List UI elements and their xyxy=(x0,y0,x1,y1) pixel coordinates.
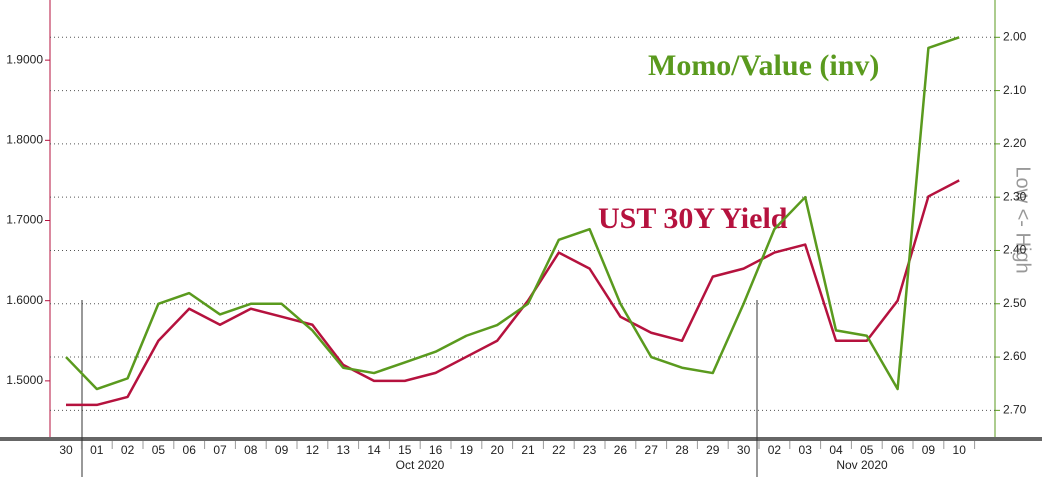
y2-tick-label: 2.70 xyxy=(1003,403,1027,417)
y2-tick-label: 2.40 xyxy=(1003,243,1027,257)
series-line xyxy=(66,179,960,407)
x-tick-label: 07 xyxy=(213,443,227,457)
y2-tick-label: 2.30 xyxy=(1003,189,1027,203)
x-tick-label: 15 xyxy=(398,443,412,457)
x-tick-label: 26 xyxy=(614,443,628,457)
x-tick-label: 10 xyxy=(953,443,967,457)
x-tick-label: 19 xyxy=(460,443,474,457)
x-tick-label: 21 xyxy=(521,443,535,457)
x-tick-label: 16 xyxy=(429,443,443,457)
x-tick-label: 27 xyxy=(645,443,659,457)
x-tick-label: 12 xyxy=(306,443,320,457)
y2-tick-label: 2.00 xyxy=(1003,29,1027,43)
x-tick-label: 14 xyxy=(367,443,381,457)
y-tick-label: 1.5000 xyxy=(6,373,43,387)
x-tick-label: 23 xyxy=(583,443,597,457)
y2-tick-label: 2.20 xyxy=(1003,136,1027,150)
x-tick-label: 30 xyxy=(59,443,73,457)
x-tick-label: 08 xyxy=(244,443,258,457)
x-tick-label: 05 xyxy=(860,443,874,457)
x-tick-label: 03 xyxy=(799,443,813,457)
x-tick-label: 28 xyxy=(675,443,689,457)
x-tick-label: 02 xyxy=(768,443,782,457)
month-label: Oct 2020 xyxy=(396,458,445,472)
y-tick-label: 1.6000 xyxy=(6,293,43,307)
annotation: Momo/Value (inv) xyxy=(648,49,879,82)
x-tick-label: 09 xyxy=(275,443,289,457)
y-tick-label: 1.8000 xyxy=(6,132,43,146)
x-tick-label: 01 xyxy=(90,443,104,457)
x-tick-label: 05 xyxy=(152,443,166,457)
x-tick-label: 22 xyxy=(552,443,566,457)
y-tick-label: 1.9000 xyxy=(6,52,43,66)
y2-axis-label: Low <- High xyxy=(1012,166,1034,273)
x-tick-label: 20 xyxy=(491,443,505,457)
annotation: UST 30Y Yield xyxy=(598,202,788,235)
x-tick-label: 09 xyxy=(922,443,936,457)
x-tick-label: 06 xyxy=(891,443,905,457)
y-tick-label: 1.7000 xyxy=(6,213,43,227)
x-tick-label: 29 xyxy=(706,443,720,457)
x-tick-label: 04 xyxy=(829,443,843,457)
x-tick-label: 13 xyxy=(337,443,351,457)
y2-tick-label: 2.60 xyxy=(1003,349,1027,363)
y2-tick-label: 2.10 xyxy=(1003,83,1027,97)
month-label: Nov 2020 xyxy=(836,458,888,472)
y2-tick-label: 2.50 xyxy=(1003,296,1027,310)
series-line xyxy=(65,36,960,391)
x-tick-label: 02 xyxy=(121,443,135,457)
x-axis-band xyxy=(0,437,1042,441)
x-tick-label: 06 xyxy=(183,443,197,457)
x-tick-label: 30 xyxy=(737,443,751,457)
